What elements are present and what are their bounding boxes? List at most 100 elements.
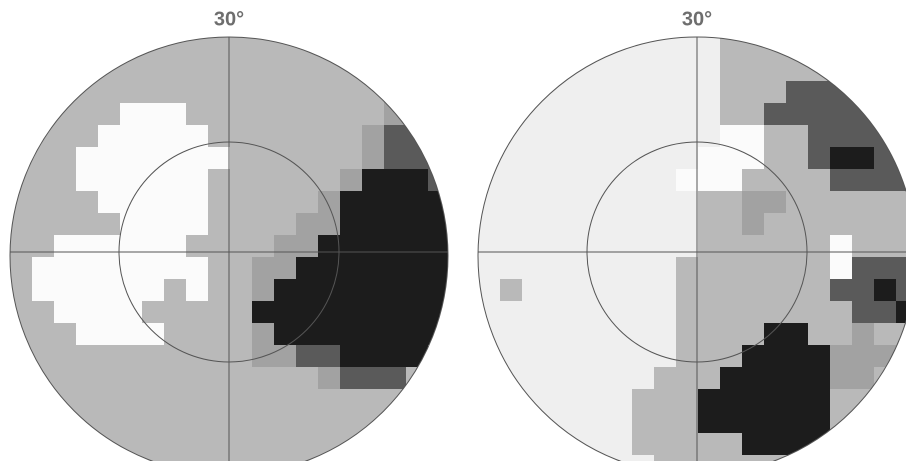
field-cell — [654, 169, 677, 192]
field-cell — [742, 81, 765, 104]
field-cell — [852, 345, 875, 368]
field-cell — [808, 169, 831, 192]
field-cell — [10, 37, 33, 60]
field-cell — [120, 235, 143, 258]
field-cell — [98, 81, 121, 104]
field-cell — [274, 37, 297, 60]
field-cell — [522, 345, 545, 368]
field-cell — [698, 59, 721, 82]
field-cell — [54, 147, 77, 170]
field-cell — [566, 103, 589, 126]
field-cell — [654, 389, 677, 412]
field-cell — [208, 323, 231, 346]
field-cell — [32, 455, 55, 461]
field-cell — [610, 125, 633, 148]
field-cell — [500, 191, 523, 214]
field-cell — [384, 191, 407, 214]
field-cell — [318, 103, 341, 126]
field-cell — [478, 433, 501, 456]
field-cell — [764, 323, 787, 346]
field-cell — [32, 345, 55, 368]
field-cell — [208, 411, 231, 434]
field-cell — [808, 367, 831, 390]
field-cell — [208, 81, 231, 104]
field-cell — [764, 345, 787, 368]
field-cell — [830, 323, 853, 346]
field-cell — [808, 389, 831, 412]
field-cell — [428, 389, 448, 412]
field-cell — [164, 37, 187, 60]
field-cell — [296, 257, 319, 280]
field-cell — [742, 301, 765, 324]
field-cell — [98, 103, 121, 126]
field-cell — [676, 37, 699, 60]
field-cell — [566, 147, 589, 170]
overlay-right — [477, 36, 906, 461]
field-cell — [406, 411, 429, 434]
field-cell — [478, 59, 501, 82]
field-cell — [142, 125, 165, 148]
field-cell — [478, 279, 501, 302]
field-cell — [340, 323, 363, 346]
field-cell — [362, 213, 385, 236]
field-cell — [588, 345, 611, 368]
field-cell — [544, 367, 567, 390]
field-cell — [544, 279, 567, 302]
field-cell — [654, 235, 677, 258]
field-cell — [632, 301, 655, 324]
field-cell — [362, 345, 385, 368]
field-cell — [522, 367, 545, 390]
field-cell — [120, 59, 143, 82]
field-cell — [698, 411, 721, 434]
field-cell — [252, 59, 275, 82]
field-cell — [654, 455, 677, 461]
field-cell — [296, 103, 319, 126]
field-cell — [164, 323, 187, 346]
field-cell — [764, 81, 787, 104]
field-cell — [142, 433, 165, 456]
field-cell — [742, 367, 765, 390]
field-cell — [54, 257, 77, 280]
field-cell — [120, 169, 143, 192]
field-cell — [252, 37, 275, 60]
field-cell — [428, 323, 448, 346]
field-cell — [698, 323, 721, 346]
field-cell — [10, 103, 33, 126]
field-cell — [76, 169, 99, 192]
field-cell — [76, 59, 99, 82]
field-cell — [10, 345, 33, 368]
field-cell — [478, 301, 501, 324]
field-cell — [120, 345, 143, 368]
field-cell — [10, 235, 33, 258]
field-cell — [500, 59, 523, 82]
field-cell — [76, 433, 99, 456]
field-cell — [164, 433, 187, 456]
field-cell — [32, 169, 55, 192]
field-cell — [478, 81, 501, 104]
field-cell — [896, 125, 906, 148]
field-cell — [830, 103, 853, 126]
field-cell — [544, 213, 567, 236]
field-cell — [54, 169, 77, 192]
field-cell — [544, 433, 567, 456]
field-cell — [676, 125, 699, 148]
field-cell — [76, 235, 99, 258]
field-cell — [208, 59, 231, 82]
field-cell — [808, 411, 831, 434]
field-cell — [676, 81, 699, 104]
field-cell — [830, 125, 853, 148]
field-cell — [186, 191, 209, 214]
field-cell — [874, 411, 897, 434]
field-cell — [186, 367, 209, 390]
field-cell — [742, 323, 765, 346]
field-cell — [500, 213, 523, 236]
field-cell — [654, 367, 677, 390]
field-cell — [566, 213, 589, 236]
field-cell — [340, 37, 363, 60]
field-cell — [230, 367, 253, 390]
field-cell — [632, 147, 655, 170]
field-cell — [384, 125, 407, 148]
field-cell — [274, 191, 297, 214]
field-cell — [32, 37, 55, 60]
field-cell — [742, 257, 765, 280]
